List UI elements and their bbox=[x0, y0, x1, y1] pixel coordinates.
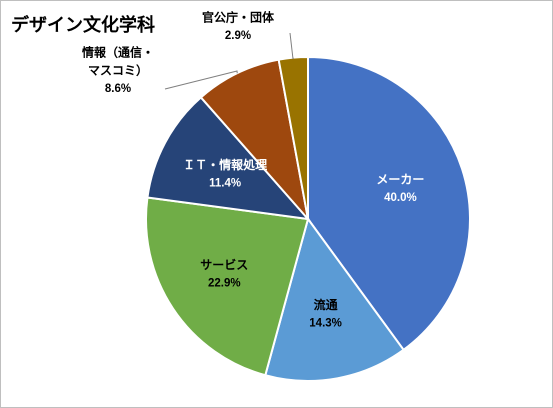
slice-label-1-line-0: 流通 bbox=[314, 297, 338, 312]
slice-value-label-2: 22.9% bbox=[208, 278, 241, 290]
slice-label-4-line-0: 情報（通信・ bbox=[82, 45, 154, 60]
leader-line-5 bbox=[289, 32, 294, 60]
slice-value-label-5: 2.9% bbox=[225, 30, 251, 42]
pie-slice-4 bbox=[199, 58, 310, 223]
slice-label-5-line-0: 官公庁・団体 bbox=[202, 10, 275, 25]
data-labels-layer: メーカー 40.0% 流通 14.3% サービス 22.9% ＩＴ・情報処理 11.4% 情報（… bbox=[82, 10, 424, 330]
chart-title: デザイン文化学科 bbox=[11, 15, 155, 36]
slice-value-label-0: 40.0% bbox=[384, 192, 417, 204]
slice-label-3-line-0: ＩＴ・情報処理 bbox=[183, 157, 267, 172]
pie-slice-1 bbox=[264, 216, 405, 382]
pie-slice-0 bbox=[307, 55, 471, 352]
pie-slice-3 bbox=[146, 95, 311, 221]
slice-label-0-line-0: メーカー bbox=[376, 172, 424, 186]
slice-label-2-line-0: サービス bbox=[200, 257, 248, 272]
slice-value-label-4: 8.6% bbox=[105, 83, 131, 95]
leader-line-4 bbox=[164, 70, 238, 90]
pie-slice-2 bbox=[145, 196, 310, 377]
slice-value-label-1: 14.3% bbox=[309, 318, 342, 330]
slice-value-label-3: 11.4% bbox=[209, 178, 241, 190]
leader-lines-layer bbox=[164, 32, 294, 90]
slice-label-4-line-1: マスコミ） bbox=[88, 63, 148, 78]
slices-layer bbox=[145, 55, 471, 382]
